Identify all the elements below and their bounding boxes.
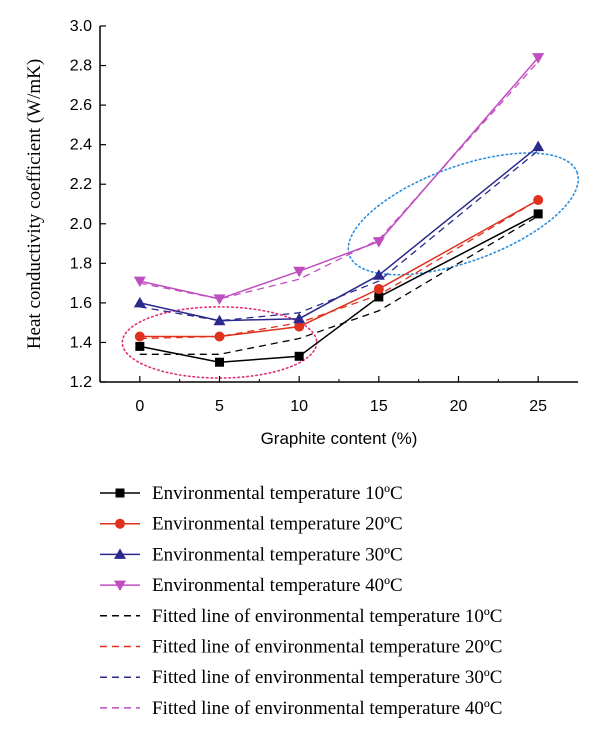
x-tick-label: 15 <box>370 398 388 415</box>
y-tick-label: 2.8 <box>70 58 92 75</box>
x-tick-label: 0 <box>135 398 144 415</box>
x-tick-label: 25 <box>529 398 547 415</box>
series-layer <box>133 53 545 367</box>
y-tick-label: 1.8 <box>70 255 92 272</box>
series-2-point <box>294 321 305 332</box>
y-tick-label: 1.4 <box>70 334 92 351</box>
series-line-4 <box>139 57 539 300</box>
series-4-point <box>532 53 545 64</box>
series-4-point <box>133 276 146 288</box>
legend-label-8: Fitted line of environmental temperature… <box>152 698 502 719</box>
legend-label-7: Fitted line of environmental temperature… <box>152 667 502 688</box>
legend-label-2: Environmental temperature 20ºC <box>152 514 403 535</box>
y-axis-label: Heat conductivity coefficient (W/mK) <box>24 59 45 349</box>
x-tick-label: 20 <box>450 398 468 415</box>
series-2-point <box>214 331 225 342</box>
series-4-point <box>293 266 306 278</box>
series-1-point <box>533 209 543 219</box>
y-tick-label: 1.2 <box>70 374 92 391</box>
legend-marker-2 <box>115 518 125 529</box>
legend-marker-3 <box>114 548 126 559</box>
axes: 1.2 1.4 1.6 1.8 2.0 2.2 2.4 2.6 2.8 3.0 0 5 10 15 20 25 <box>70 18 578 415</box>
series-1-point <box>215 357 224 367</box>
legend-label-6: Fitted line of environmental temperature… <box>152 637 502 658</box>
series-line-8 <box>139 61 539 300</box>
annotation-layer <box>121 152 580 379</box>
series-3-point <box>372 269 385 280</box>
series-3-point <box>293 312 306 324</box>
series-4-point <box>372 237 385 248</box>
legend-marker-1 <box>115 488 125 498</box>
legend-label-3: Environmental temperature 30ºC <box>152 544 403 565</box>
y-tick-label: 2.4 <box>70 137 92 154</box>
series-line-5 <box>139 215 539 355</box>
series-1-point <box>374 292 384 302</box>
x-tick-label: 10 <box>290 398 308 415</box>
legend-label-4: Environmental temperature 40ºC <box>152 575 403 596</box>
y-tick-label: 2.6 <box>70 97 92 114</box>
series-3-point <box>213 314 226 326</box>
series-4-point <box>213 294 226 305</box>
series-2-point <box>134 331 145 342</box>
series-3-point <box>532 140 545 152</box>
y-tick-label: 2.0 <box>70 216 92 233</box>
y-tick-label: 2.2 <box>70 176 92 193</box>
annotation-ellipse-2 <box>347 152 580 276</box>
y-tick-label: 1.6 <box>70 295 92 312</box>
y-tick-label: 3.0 <box>70 18 92 35</box>
series-3-point <box>133 296 146 308</box>
legend-label-5: Fitted line of environmental temperature… <box>152 606 502 627</box>
series-1-point <box>294 351 304 361</box>
series-2-point <box>373 284 384 295</box>
series-2-point <box>533 195 544 206</box>
x-axis-label: Graphite content (%) <box>261 429 418 448</box>
legend-marker-4 <box>114 580 126 592</box>
legend-label-1: Environmental temperature 10ºC <box>152 483 403 504</box>
x-tick-label: 5 <box>215 398 224 415</box>
legend: Environmental temperature 10ºC Environmen… <box>100 483 502 719</box>
series-1-point <box>135 341 145 351</box>
